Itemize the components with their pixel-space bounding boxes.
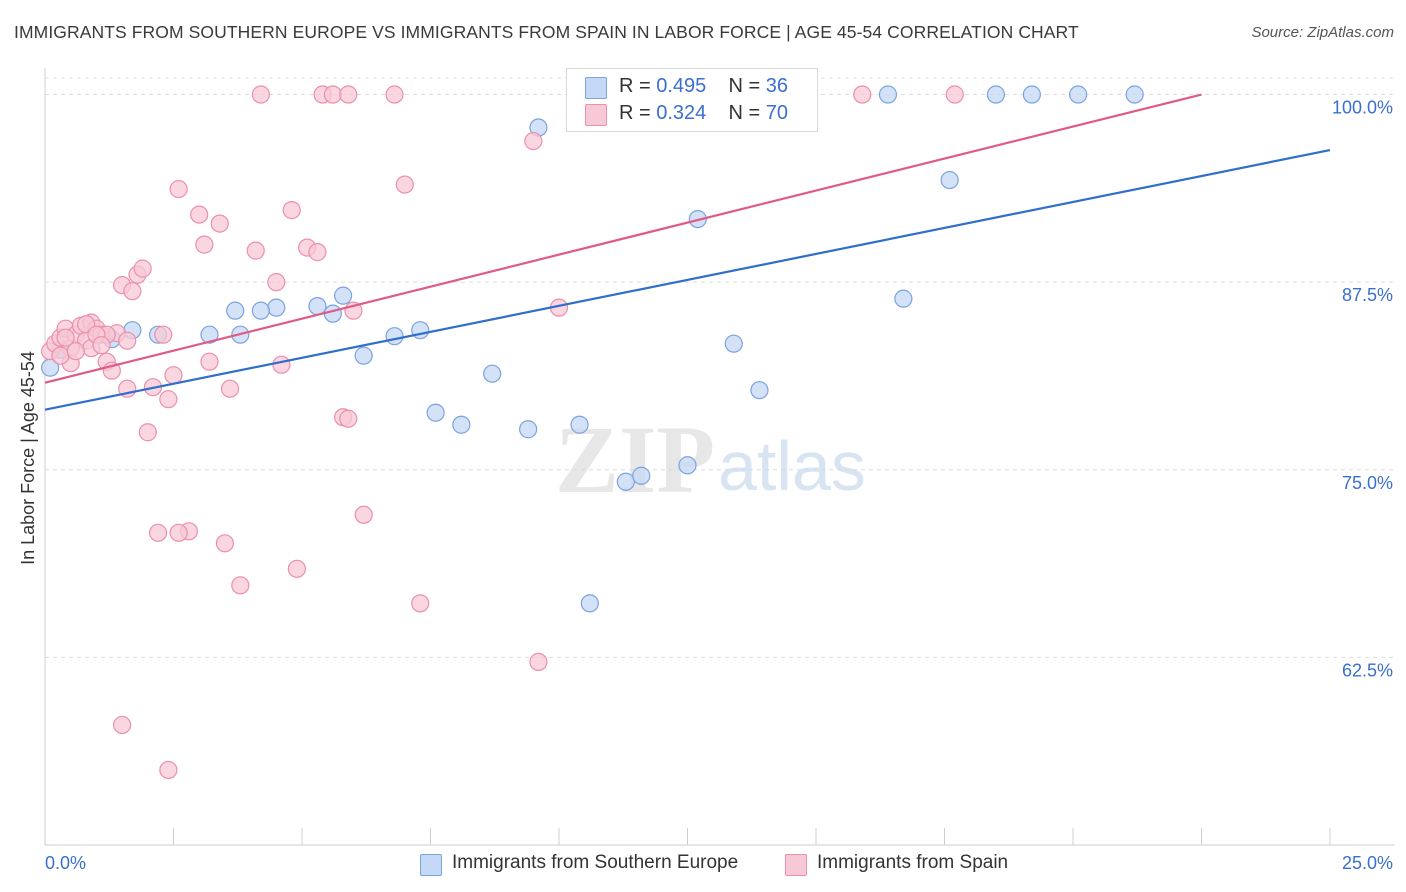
pink-point [169,179,188,199]
blue-point [226,301,245,320]
pink-point [133,259,152,278]
pink-point [190,205,209,224]
stats-legend: R = 0.495 N = 36 R = 0.324 N = 70 [566,68,818,132]
pink-point [287,559,306,578]
n-label: N = [728,75,761,97]
y-axis-label: In Labor Force | Age 45-54 [18,351,38,565]
pink-point [66,342,85,361]
pink-point [945,85,964,104]
pink-point [138,423,157,442]
pink-point [112,715,132,735]
pink-point [92,336,111,355]
blue-point [483,364,502,383]
pink-point [231,576,250,595]
blue-point [632,466,651,485]
y-tick-label: 62.5% [1342,660,1393,680]
blue-point [251,301,270,320]
blue-point [570,415,589,434]
chart-title: IMMIGRANTS FROM SOUTHERN EUROPE VS IMMIG… [14,22,1079,42]
pink-swatch [785,854,807,876]
x-tick-label: 25.0% [1342,853,1393,873]
blue-point [894,289,913,308]
n-value: 36 [765,75,789,97]
blue-point [878,85,898,104]
r-value: 0.324 [656,102,707,124]
watermark-atlas: atlas [718,427,866,505]
pink-point [385,85,404,104]
pink-point [169,523,188,542]
pink-point [395,175,414,194]
legend-label: Immigrants from Spain [817,852,1009,873]
blue-point [616,472,635,491]
x-tick-label: 0.0% [45,853,86,873]
source-label: Source: ZipAtlas.com [1251,24,1394,41]
pink-point [411,594,430,613]
pink-point [853,85,872,104]
series-legend: Immigrants from Southern Europe Immigran… [0,852,1406,878]
pink-point [159,760,178,780]
pink-point [210,214,229,233]
n-value: 70 [765,102,789,124]
pink-swatch [585,104,607,126]
pink-point [56,328,75,347]
pink-point [246,241,265,260]
blue-point [1022,85,1041,104]
pink-point [524,131,543,151]
r-label: R = [619,75,651,97]
pink-point [339,409,358,428]
blue-point [267,298,286,317]
blue-point [519,420,538,439]
pink-point [148,523,168,542]
pink-point [308,243,327,262]
blue-point [678,456,697,475]
pink-point [200,352,219,371]
blue-point [724,334,743,353]
blue-point [452,415,471,434]
pink-point [282,200,301,220]
blue-point [200,325,219,344]
blue-point [940,170,959,190]
y-tick-label: 75.0% [1342,473,1393,493]
y-tick-label: 87.5% [1342,285,1393,305]
pink-trend-line [44,93,1202,384]
blue-point [1125,85,1144,104]
blue-point [986,85,1006,104]
pink-point [323,85,342,104]
pink-point [164,366,183,385]
pink-point [267,273,286,292]
blue-trend-line [44,148,1331,411]
blue-point [750,381,769,400]
blue-point [580,594,599,613]
n-label: N = [728,102,761,124]
pink-point [51,346,70,365]
pink-point [215,534,234,553]
pink-point [339,85,358,104]
blue-point [334,286,353,305]
pink-point [118,331,137,350]
y-tick-label: 100.0% [1332,98,1393,118]
blue-point [323,304,342,323]
r-label: R = [619,102,651,124]
pink-point [154,325,173,344]
blue-point [385,327,404,346]
blue-point [308,297,327,316]
pink-point [529,652,548,671]
pink-point [123,282,142,301]
legend-label: Immigrants from Southern Europe [452,852,739,873]
blue-point [1069,85,1088,104]
pink-point [220,379,240,398]
blue-point [426,403,445,422]
pink-point [251,85,270,104]
r-value: 0.495 [656,75,707,97]
pink-point [159,390,178,409]
blue-swatch [585,77,607,99]
pink-point [195,235,214,254]
pink-point [354,505,373,524]
blue-point [354,346,373,365]
blue-swatch [420,854,442,876]
pink-point [272,355,291,374]
